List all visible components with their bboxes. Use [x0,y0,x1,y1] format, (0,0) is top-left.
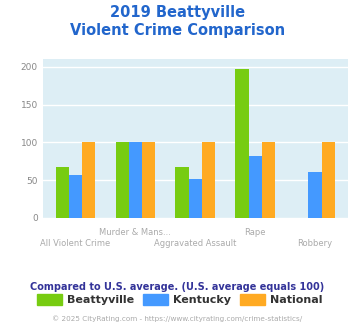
Bar [189,179,202,218]
Bar [129,142,142,218]
Text: Compared to U.S. average. (U.S. average equals 100): Compared to U.S. average. (U.S. average … [31,282,324,292]
Bar [142,142,155,218]
Text: Robbery: Robbery [297,239,333,248]
Bar [262,142,275,218]
Text: Violent Crime Comparison: Violent Crime Comparison [70,23,285,38]
Bar [322,142,335,218]
Bar [202,142,215,218]
Bar [82,142,95,218]
Bar [248,156,262,218]
Bar [175,167,189,218]
Bar [308,172,322,218]
Bar [235,69,248,218]
Bar [69,175,82,218]
Text: Murder & Mans...: Murder & Mans... [99,228,171,237]
Text: © 2025 CityRating.com - https://www.cityrating.com/crime-statistics/: © 2025 CityRating.com - https://www.city… [53,315,302,322]
Legend: Beattyville, Kentucky, National: Beattyville, Kentucky, National [33,290,327,310]
Text: Aggravated Assault: Aggravated Assault [154,239,236,248]
Bar [116,142,129,218]
Text: Rape: Rape [244,228,266,237]
Bar [56,167,69,218]
Text: All Violent Crime: All Violent Crime [40,239,111,248]
Text: 2019 Beattyville: 2019 Beattyville [110,5,245,20]
